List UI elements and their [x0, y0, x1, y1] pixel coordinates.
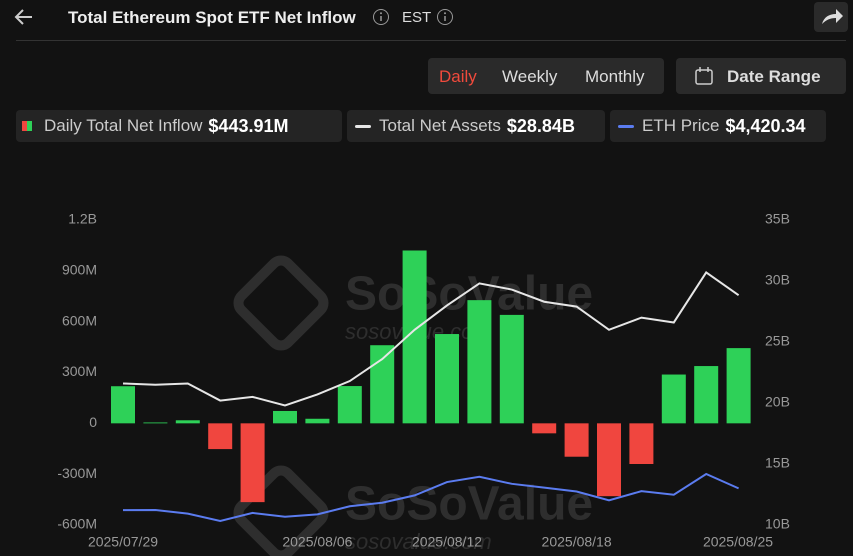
divider: [16, 40, 846, 41]
bar: [694, 366, 719, 424]
bar: [305, 418, 330, 424]
legend-swatch: [618, 124, 634, 128]
y2-tick-label: 10B: [765, 516, 790, 532]
info-icon[interactable]: [436, 8, 454, 26]
legend-label: Daily Total Net Inflow: [44, 116, 203, 135]
title: Total Ethereum Spot ETF Net Inflow: [68, 8, 356, 27]
y-tick-label: -300M: [57, 465, 97, 481]
bar: [499, 314, 524, 424]
bar: [111, 386, 135, 424]
legend-item[interactable]: Total Net Assets $28.84B: [347, 110, 605, 142]
y-tick-label: 600M: [62, 312, 97, 328]
y-tick-label: 900M: [62, 262, 97, 278]
legend-item[interactable]: Daily Total Net Inflow $443.91M: [16, 110, 342, 142]
legend-swatch: [22, 121, 32, 131]
bar: [564, 423, 589, 457]
legend-item[interactable]: ETH Price $4,420.34: [610, 110, 826, 142]
x-tick-label: 2025/08/06: [282, 534, 352, 550]
x-tick-label: 2025/08/12: [412, 534, 482, 550]
y2-tick-label: 20B: [765, 394, 790, 410]
bar: [629, 423, 654, 464]
tab-monthly[interactable]: Monthly: [585, 67, 645, 86]
y2-tick-label: 25B: [765, 333, 790, 349]
bar: [597, 423, 621, 497]
y-tick-label: 300M: [62, 363, 97, 379]
bar: [726, 348, 751, 424]
y2-tick-label: 30B: [765, 272, 790, 288]
bar: [435, 334, 459, 424]
legend-swatch: [355, 124, 371, 128]
legend-value: $443.91M: [208, 115, 289, 136]
legend-value: $4,420.34: [725, 115, 806, 136]
x-tick-label: 2025/08/18: [542, 534, 612, 550]
tab-weekly[interactable]: Weekly: [502, 67, 558, 86]
bar: [240, 423, 265, 503]
date-range-button[interactable]: Date Range: [676, 58, 846, 94]
y-tick-label: 1.2B: [68, 211, 97, 227]
x-tick-label: 2025/08/25: [703, 534, 773, 550]
watermark-logo: [233, 255, 329, 351]
info-icon[interactable]: [372, 8, 390, 26]
bar: [337, 386, 362, 424]
line: [122, 472, 740, 523]
y2-tick-label: 15B: [765, 455, 790, 471]
bar: [208, 423, 233, 450]
x-tick-label: 2025/07/29: [88, 534, 158, 550]
bar: [175, 420, 200, 424]
watermark: SoSoValue: [345, 478, 593, 531]
share-button[interactable]: [814, 2, 848, 32]
line: [122, 271, 740, 407]
bar: [532, 423, 557, 434]
date-range-label: Date Range: [727, 67, 821, 86]
bar: [143, 422, 168, 424]
tab-group: Daily Weekly Monthly: [428, 58, 664, 94]
legend-label: Total Net Assets: [379, 116, 501, 135]
bar: [273, 410, 297, 424]
back-arrow[interactable]: [12, 6, 36, 28]
bar: [467, 300, 492, 424]
timezone: EST: [402, 9, 432, 26]
watermark-url: sosovalue.com: [345, 529, 492, 554]
legend-value: $28.84B: [506, 115, 575, 136]
y2-tick-label: 35B: [765, 211, 790, 227]
bar: [370, 345, 395, 424]
y-tick-label: -600M: [57, 516, 97, 532]
bar: [661, 374, 686, 424]
y-tick-label: 0: [89, 414, 97, 430]
legend-label: ETH Price: [642, 116, 720, 135]
tab-daily[interactable]: Daily: [439, 67, 477, 86]
